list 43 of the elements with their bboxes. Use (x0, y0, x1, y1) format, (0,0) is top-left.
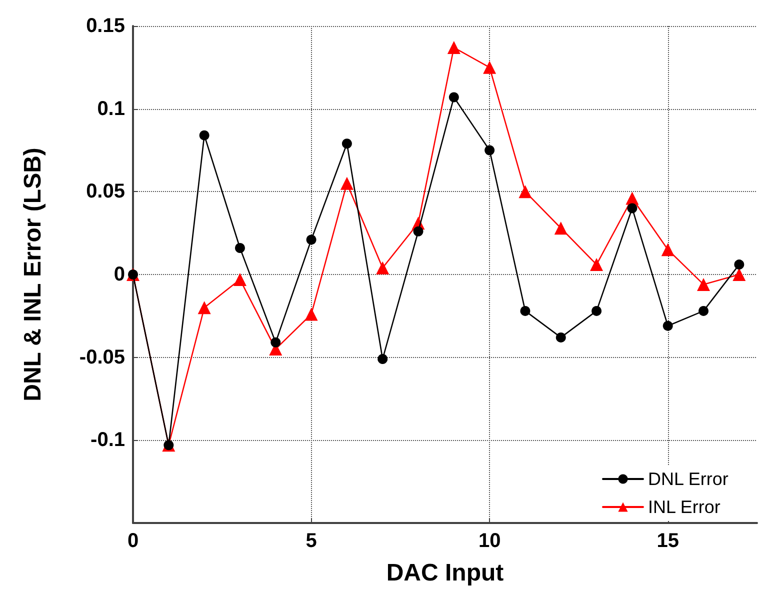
y-tick-label: 0.15 (86, 15, 125, 37)
point (306, 234, 316, 245)
point (520, 306, 530, 316)
point (554, 222, 568, 235)
x-axis-title: DAC Input (386, 560, 504, 586)
y-axis-title: DNL & INL Error (LSB) (20, 148, 46, 402)
point (698, 306, 709, 316)
point (199, 130, 210, 140)
point (590, 258, 604, 272)
point (627, 203, 638, 214)
point (304, 308, 318, 321)
point (697, 278, 710, 291)
point (518, 185, 532, 198)
x-tick-label: 10 (478, 530, 501, 552)
point (447, 41, 460, 54)
y-tick-label: -0.05 (79, 346, 125, 368)
point (234, 242, 245, 253)
point (483, 60, 496, 74)
legend-label: INL Error (648, 497, 720, 517)
point (484, 145, 495, 156)
y-tick-label: 0.05 (86, 180, 125, 203)
point (732, 268, 746, 281)
point (378, 354, 388, 364)
point (413, 226, 424, 236)
y-tick-label: -0.1 (90, 429, 125, 452)
point (342, 138, 352, 149)
x-tick-label: 15 (656, 530, 679, 552)
y-tick-label: 0 (114, 264, 125, 286)
point (734, 260, 744, 270)
legend-label: DNL Error (648, 469, 728, 489)
point (556, 332, 566, 342)
y-tick-label: 0.1 (97, 98, 125, 120)
point (270, 337, 281, 348)
point (198, 301, 211, 314)
point (376, 261, 390, 274)
point (340, 176, 354, 190)
point (661, 243, 674, 256)
point (592, 306, 602, 316)
point (662, 320, 673, 331)
x-tick-label: 0 (127, 530, 139, 552)
x-tick-label: 5 (306, 530, 317, 552)
point (233, 272, 246, 286)
point (448, 92, 459, 102)
